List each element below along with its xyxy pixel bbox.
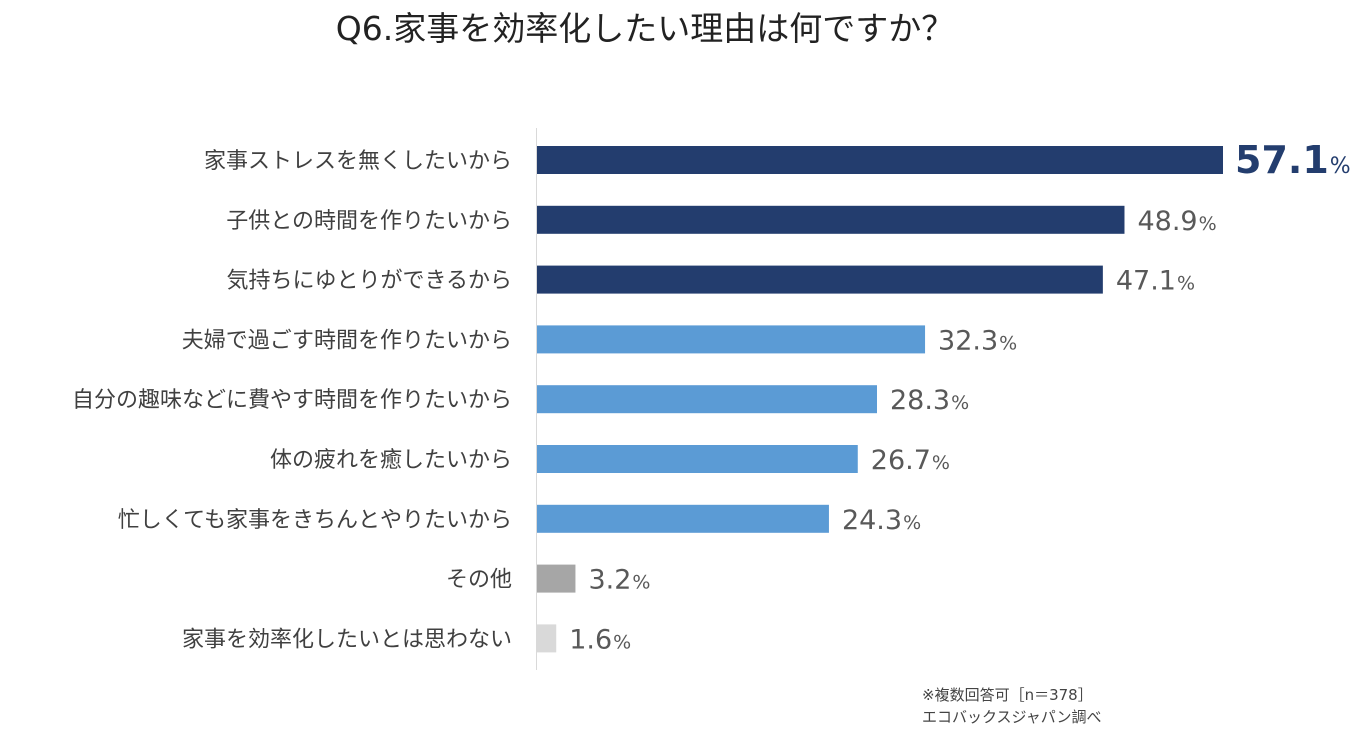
value-label: 32.3% (938, 325, 1017, 356)
bars (537, 146, 1223, 653)
category-label: 子供との時間を作りたいから (226, 209, 512, 234)
value-unit: % (632, 572, 650, 594)
value-unit: % (613, 631, 631, 653)
value-unit: % (1199, 213, 1217, 235)
bar (537, 445, 858, 473)
value-number: 24.3 (842, 505, 902, 536)
bar (537, 624, 557, 653)
chart-title: Q6.家事を効率化したい理由は何ですか？ (335, 9, 955, 48)
value-label: 48.9% (1137, 206, 1216, 237)
value-label: 24.3% (842, 505, 921, 536)
category-labels: 家事ストレスを無くしたいから子供との時間を作りたいから気持ちにゆとりができるから… (72, 149, 512, 652)
category-label: 自分の趣味などに費やす時間を作りたいから (72, 388, 512, 413)
category-label: その他 (446, 568, 512, 593)
bar (537, 205, 1125, 234)
value-label: 26.7% (871, 445, 950, 476)
value-number: 28.3 (890, 385, 950, 416)
value-labels: 57.1%48.9%47.1%32.3%28.3%26.7%24.3%3.2%1… (569, 138, 1350, 655)
footnote: ※複数回答可［n＝378］ エコバックスジャパン調べ (922, 684, 1102, 728)
category-label: 忙しくても家事をきちんとやりたいから (118, 508, 512, 533)
value-unit: % (1330, 154, 1351, 179)
value-unit: % (1177, 273, 1195, 295)
value-number: 48.9 (1137, 206, 1197, 237)
bar (537, 325, 926, 354)
bar (537, 564, 576, 593)
value-label: 1.6% (569, 624, 631, 655)
value-label: 3.2% (588, 565, 650, 596)
bar (537, 146, 1223, 174)
category-label: 夫婦で過ごす時間を作りたいから (182, 328, 512, 353)
bar (537, 504, 829, 533)
footnote-sample-size: ※複数回答可［n＝378］ (922, 686, 1093, 704)
category-label: 家事ストレスを無くしたいから (204, 149, 512, 174)
value-number: 3.2 (588, 565, 631, 596)
value-number: 32.3 (938, 325, 998, 356)
category-label: 気持ちにゆとりができるから (226, 269, 512, 294)
value-number: 47.1 (1116, 266, 1176, 297)
value-unit: % (903, 512, 921, 534)
value-number: 57.1 (1235, 138, 1329, 182)
value-unit: % (999, 332, 1017, 354)
value-label: 28.3% (890, 385, 969, 416)
category-label: 体の疲れを癒したいから (270, 448, 512, 473)
footnote-source: エコバックスジャパン調べ (922, 708, 1102, 726)
value-label: 57.1% (1235, 138, 1351, 182)
value-unit: % (951, 392, 969, 414)
bar (537, 385, 877, 414)
value-label: 47.1% (1116, 266, 1195, 297)
category-label: 家事を効率化したいとは思わない (182, 627, 512, 652)
value-number: 26.7 (871, 445, 931, 476)
value-unit: % (932, 452, 950, 474)
value-number: 1.6 (569, 624, 612, 655)
bar (537, 265, 1103, 294)
